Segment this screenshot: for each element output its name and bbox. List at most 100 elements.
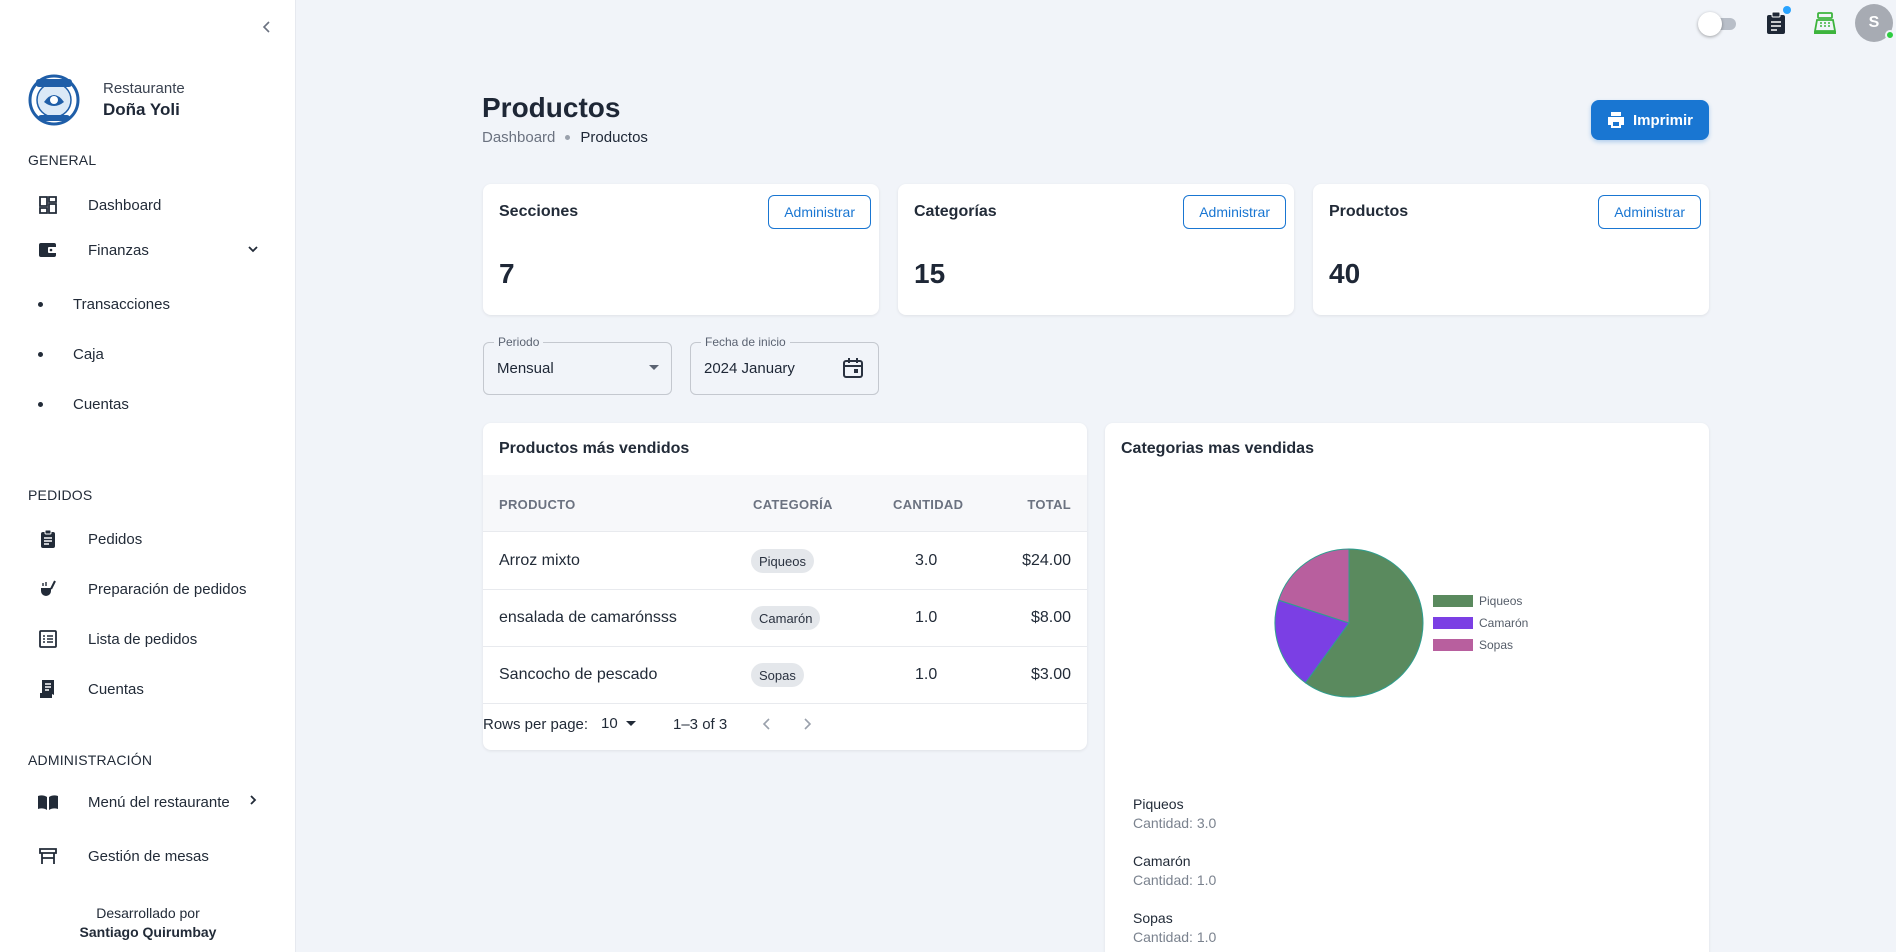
stat-value: 7 xyxy=(499,258,515,289)
brand[interactable]: Restaurante Doña Yoli xyxy=(26,74,185,126)
pie-slice-camarón[interactable] xyxy=(1274,599,1350,684)
table-header: PRODUCTO CATEGORÍA CANTIDAD TOTAL xyxy=(483,475,1087,532)
sidebar-item-pedidos[interactable]: Pedidos xyxy=(36,524,142,554)
section-title-admin: ADMINISTRACIÓN xyxy=(28,752,153,768)
chevron-right-icon xyxy=(804,718,812,730)
previous-page-button[interactable] xyxy=(755,712,779,736)
online-status-dot xyxy=(1885,30,1895,40)
sidebar-item-preparacion[interactable]: Preparación de pedidos xyxy=(36,574,246,604)
top-categories-card: Categorias mas vendidas Piqueos Camarón So… xyxy=(1105,423,1709,952)
sidebar-item-cuentas[interactable]: Cuentas xyxy=(36,674,144,704)
sidebar-item-label: Preparación de pedidos xyxy=(88,580,247,598)
legend-label: Sopas xyxy=(1479,638,1513,652)
dashboard-icon xyxy=(36,193,60,217)
sidebar-item-label: Menú del restaurante xyxy=(88,793,230,811)
restaurant-logo xyxy=(28,74,80,126)
category-summary-item: Camarón Cantidad: 1.0 xyxy=(1133,853,1216,888)
credit-author: Santiago Quirumbay xyxy=(79,924,217,940)
manage-productos-button[interactable]: Administrar xyxy=(1598,195,1701,229)
sidebar-item-label: Gestión de mesas xyxy=(88,847,209,865)
sidebar-item-finanzas[interactable]: Finanzas xyxy=(36,235,149,265)
summary-qty: Cantidad: 3.0 xyxy=(1133,815,1217,831)
summary-name: Piqueos xyxy=(1133,796,1184,812)
chevron-down-icon xyxy=(248,246,258,253)
soup-ladle-icon xyxy=(36,577,60,601)
cell-cantidad: 1.0 xyxy=(915,609,938,626)
sidebar-item-label: Cuentas xyxy=(73,396,129,413)
toggle-knob xyxy=(1698,12,1722,36)
cell-total: $3.00 xyxy=(1030,666,1071,683)
table-row[interactable]: Sancocho de pescado Sopas 1.0 $3.00 xyxy=(483,647,1087,704)
dropdown-caret-icon xyxy=(625,721,636,726)
orders-clipboard-button[interactable] xyxy=(1763,6,1791,36)
calendar-icon[interactable] xyxy=(842,357,864,379)
cell-total: $24.00 xyxy=(1022,552,1071,569)
table-row[interactable]: ensalada de camarónsss Camarón 1.0 $8.00 xyxy=(483,590,1087,647)
pie-slice-sopas[interactable] xyxy=(1277,548,1350,624)
sidebar-item-label: Caja xyxy=(73,346,104,363)
section-title-pedidos: PEDIDOS xyxy=(28,487,93,503)
pie-slice-piqueos[interactable] xyxy=(1304,548,1424,698)
sidebar-item-gestion-mesas[interactable]: Gestión de mesas xyxy=(36,841,209,871)
category-summary-item: Piqueos Cantidad: 3.0 xyxy=(1133,796,1216,831)
table-row[interactable]: Arroz mixto Piqueos 3.0 $24.00 xyxy=(483,533,1087,590)
cell-producto: Sancocho de pescado xyxy=(499,666,658,683)
developer-credit: Desarrollado por Santiago Quirumbay xyxy=(0,904,296,942)
theme-toggle[interactable] xyxy=(1698,12,1738,36)
cell-total: $8.00 xyxy=(1030,609,1071,626)
chevron-left-icon xyxy=(262,21,270,33)
rows-per-page-value: 10 xyxy=(601,715,618,732)
fecha-inicio-picker[interactable]: Fecha de inicio 2024 January xyxy=(690,335,879,395)
dropdown-caret-icon xyxy=(649,365,659,370)
table-restaurant-icon xyxy=(36,844,60,868)
print-button[interactable]: Imprimir xyxy=(1591,100,1709,140)
sidebar-item-menu-restaurante[interactable]: Menú del restaurante xyxy=(36,787,230,817)
manage-secciones-button[interactable]: Administrar xyxy=(768,195,871,229)
sidebar-item-label: Dashboard xyxy=(88,196,162,214)
stat-card-productos: Productos Administrar 40 xyxy=(1313,184,1709,315)
notification-dot xyxy=(1783,6,1791,14)
sidebar-item-lista-pedidos[interactable]: Lista de pedidos xyxy=(36,624,197,654)
sidebar-subitem-cuentas[interactable]: Cuentas xyxy=(38,396,129,413)
menu-book-icon xyxy=(36,790,60,814)
manage-categorias-button[interactable]: Administrar xyxy=(1183,195,1286,229)
column-header-categoria: CATEGORÍA xyxy=(753,497,833,512)
chart-title: Categorias mas vendidas xyxy=(1121,440,1314,457)
cash-register-button[interactable] xyxy=(1812,10,1838,36)
legend-label: Piqueos xyxy=(1479,594,1522,608)
next-page-button[interactable] xyxy=(795,712,819,736)
stat-card-secciones: Secciones Administrar 7 xyxy=(483,184,879,315)
brand-name: Doña Yoli xyxy=(103,100,180,119)
cash-register-icon xyxy=(1813,12,1837,34)
stat-title: Secciones xyxy=(499,203,579,220)
summary-qty: Cantidad: 1.0 xyxy=(1133,872,1217,888)
bullet-icon xyxy=(38,302,43,307)
sidebar: Restaurante Doña Yoli GENERAL Dashboard … xyxy=(0,0,296,952)
bullet-icon xyxy=(38,402,43,407)
breadcrumb-dashboard[interactable]: Dashboard xyxy=(482,129,556,146)
rows-per-page-select[interactable]: 10 xyxy=(601,715,636,732)
sidebar-item-label: Finanzas xyxy=(88,241,149,259)
cell-producto: ensalada de camarónsss xyxy=(499,609,677,626)
assignment-icon xyxy=(36,527,60,551)
column-header-cantidad: CANTIDAD xyxy=(893,497,964,512)
user-avatar[interactable]: S xyxy=(1855,4,1895,42)
chevron-right-icon xyxy=(250,795,257,805)
fecha-label: Fecha de inicio xyxy=(701,335,790,349)
table-pagination: Rows per page: 10 1–3 of 3 xyxy=(483,708,1087,738)
collapse-sidebar-button[interactable] xyxy=(256,16,278,38)
periodo-select[interactable]: Periodo Mensual xyxy=(483,335,672,395)
sidebar-subitem-transacciones[interactable]: Transacciones xyxy=(38,296,170,313)
sidebar-subitem-caja[interactable]: Caja xyxy=(38,346,104,363)
sidebar-item-label: Cuentas xyxy=(88,680,144,698)
category-chip: Camarón xyxy=(751,606,821,630)
sidebar-item-dashboard[interactable]: Dashboard xyxy=(36,190,161,220)
clipboard-icon xyxy=(1767,11,1785,34)
cell-cantidad: 1.0 xyxy=(915,666,938,683)
pie-chart: Piqueos Camarón Sopas xyxy=(1274,548,1528,698)
periodo-label: Periodo xyxy=(494,335,544,349)
wallet-icon xyxy=(36,238,60,262)
stat-value: 40 xyxy=(1329,258,1361,289)
category-chip: Sopas xyxy=(751,663,804,687)
page-title: Productos xyxy=(482,92,621,123)
